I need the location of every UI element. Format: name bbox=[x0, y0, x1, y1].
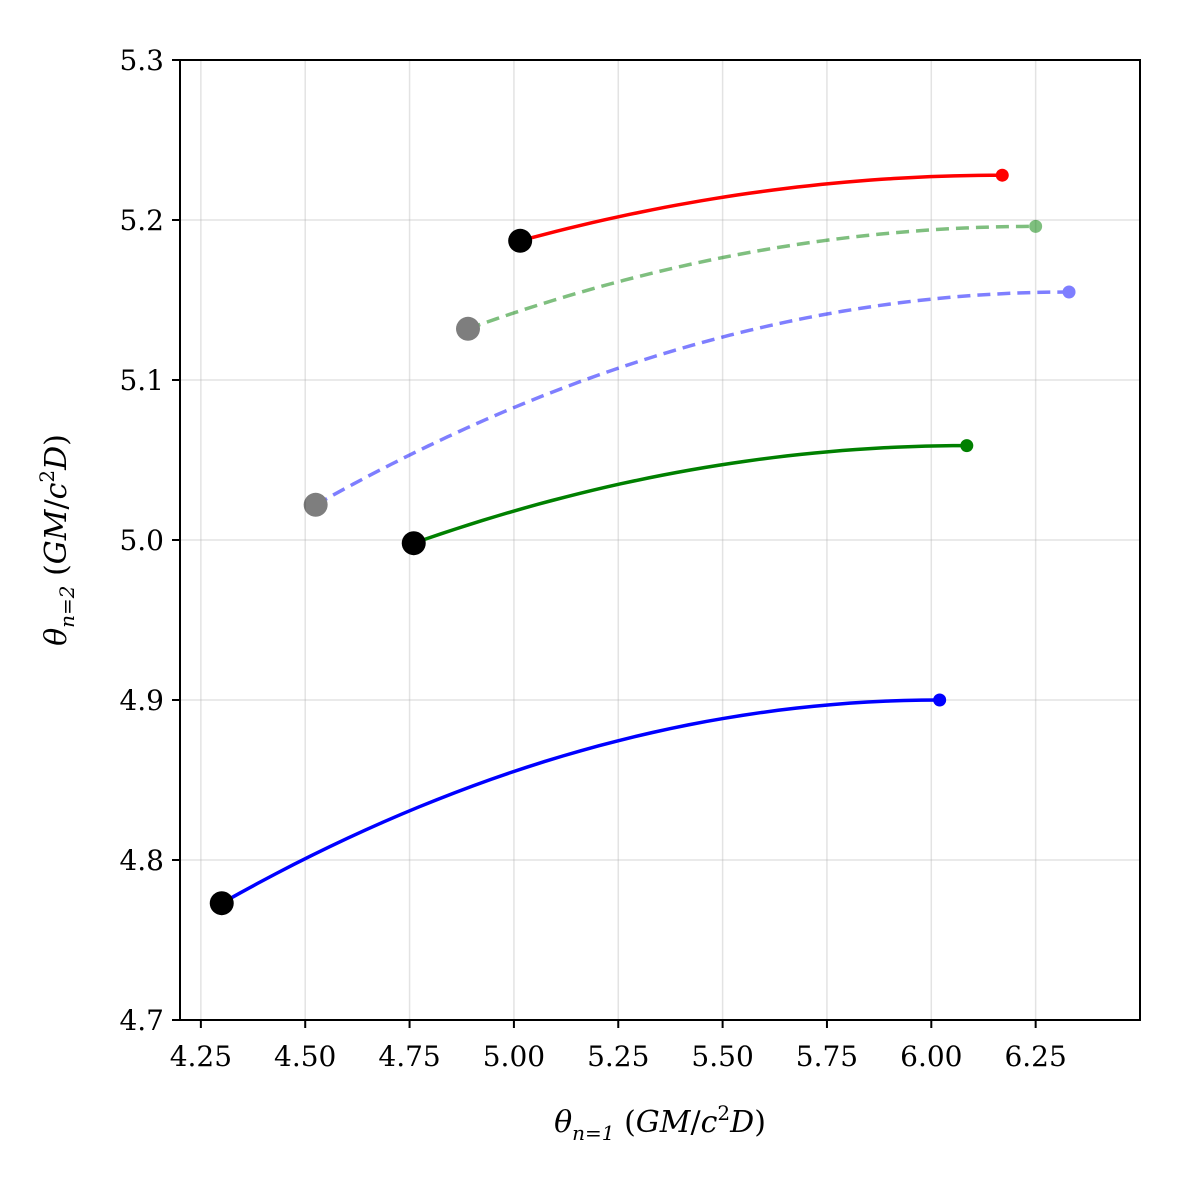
x-axis-label: θn=1 (GM/c2D) bbox=[554, 1101, 766, 1145]
series-0 bbox=[508, 168, 1009, 253]
y-tick-label: 5.1 bbox=[119, 364, 164, 397]
series-line bbox=[413, 443, 967, 545]
y-axis-label: θn=2 (GM/c2D) bbox=[35, 434, 79, 646]
series-start-point bbox=[401, 531, 426, 556]
series-2 bbox=[303, 285, 1076, 517]
y-tick-label: 4.7 bbox=[119, 1004, 164, 1037]
y-tick-label: 4.9 bbox=[119, 684, 164, 717]
series-line bbox=[519, 173, 1003, 243]
series-end-point bbox=[960, 439, 974, 453]
series-start-point bbox=[303, 492, 328, 517]
y-tick-label: 4.8 bbox=[119, 844, 164, 877]
series-layer bbox=[209, 168, 1076, 916]
series-line bbox=[314, 290, 1070, 507]
x-tick-label: 4.25 bbox=[170, 1040, 232, 1073]
series-start-point bbox=[456, 316, 480, 341]
x-tick-label: 5.75 bbox=[796, 1040, 858, 1073]
series-start-point bbox=[209, 891, 234, 916]
series-start-point bbox=[508, 228, 533, 253]
series-end-point bbox=[933, 693, 947, 707]
x-tick-label: 4.50 bbox=[274, 1040, 336, 1073]
y-tick-label: 5.3 bbox=[119, 44, 164, 77]
x-tick-label: 5.25 bbox=[587, 1040, 649, 1073]
series-end-point bbox=[1062, 285, 1076, 299]
series-1 bbox=[456, 219, 1043, 341]
series-line bbox=[220, 698, 940, 905]
series-end-point bbox=[1029, 219, 1043, 233]
x-tick-label: 4.75 bbox=[378, 1040, 440, 1073]
x-tick-label: 6.25 bbox=[1004, 1040, 1066, 1073]
x-tick-label: 5.00 bbox=[483, 1040, 545, 1073]
series-3 bbox=[401, 439, 974, 556]
y-tick-label: 5.0 bbox=[119, 524, 164, 557]
grid bbox=[180, 59, 1140, 1021]
ticks: 4.25 4.50 4.75 5.00 5.25 5.50 5.75 6.00 6.25 4.7 4… bbox=[119, 44, 1066, 1073]
y-tick-label: 5.2 bbox=[119, 204, 164, 237]
series-line bbox=[467, 224, 1036, 331]
x-tick-label: 6.00 bbox=[900, 1040, 962, 1073]
x-tick-label: 5.50 bbox=[691, 1040, 753, 1073]
series-end-point bbox=[995, 168, 1009, 182]
series-4 bbox=[209, 693, 947, 916]
